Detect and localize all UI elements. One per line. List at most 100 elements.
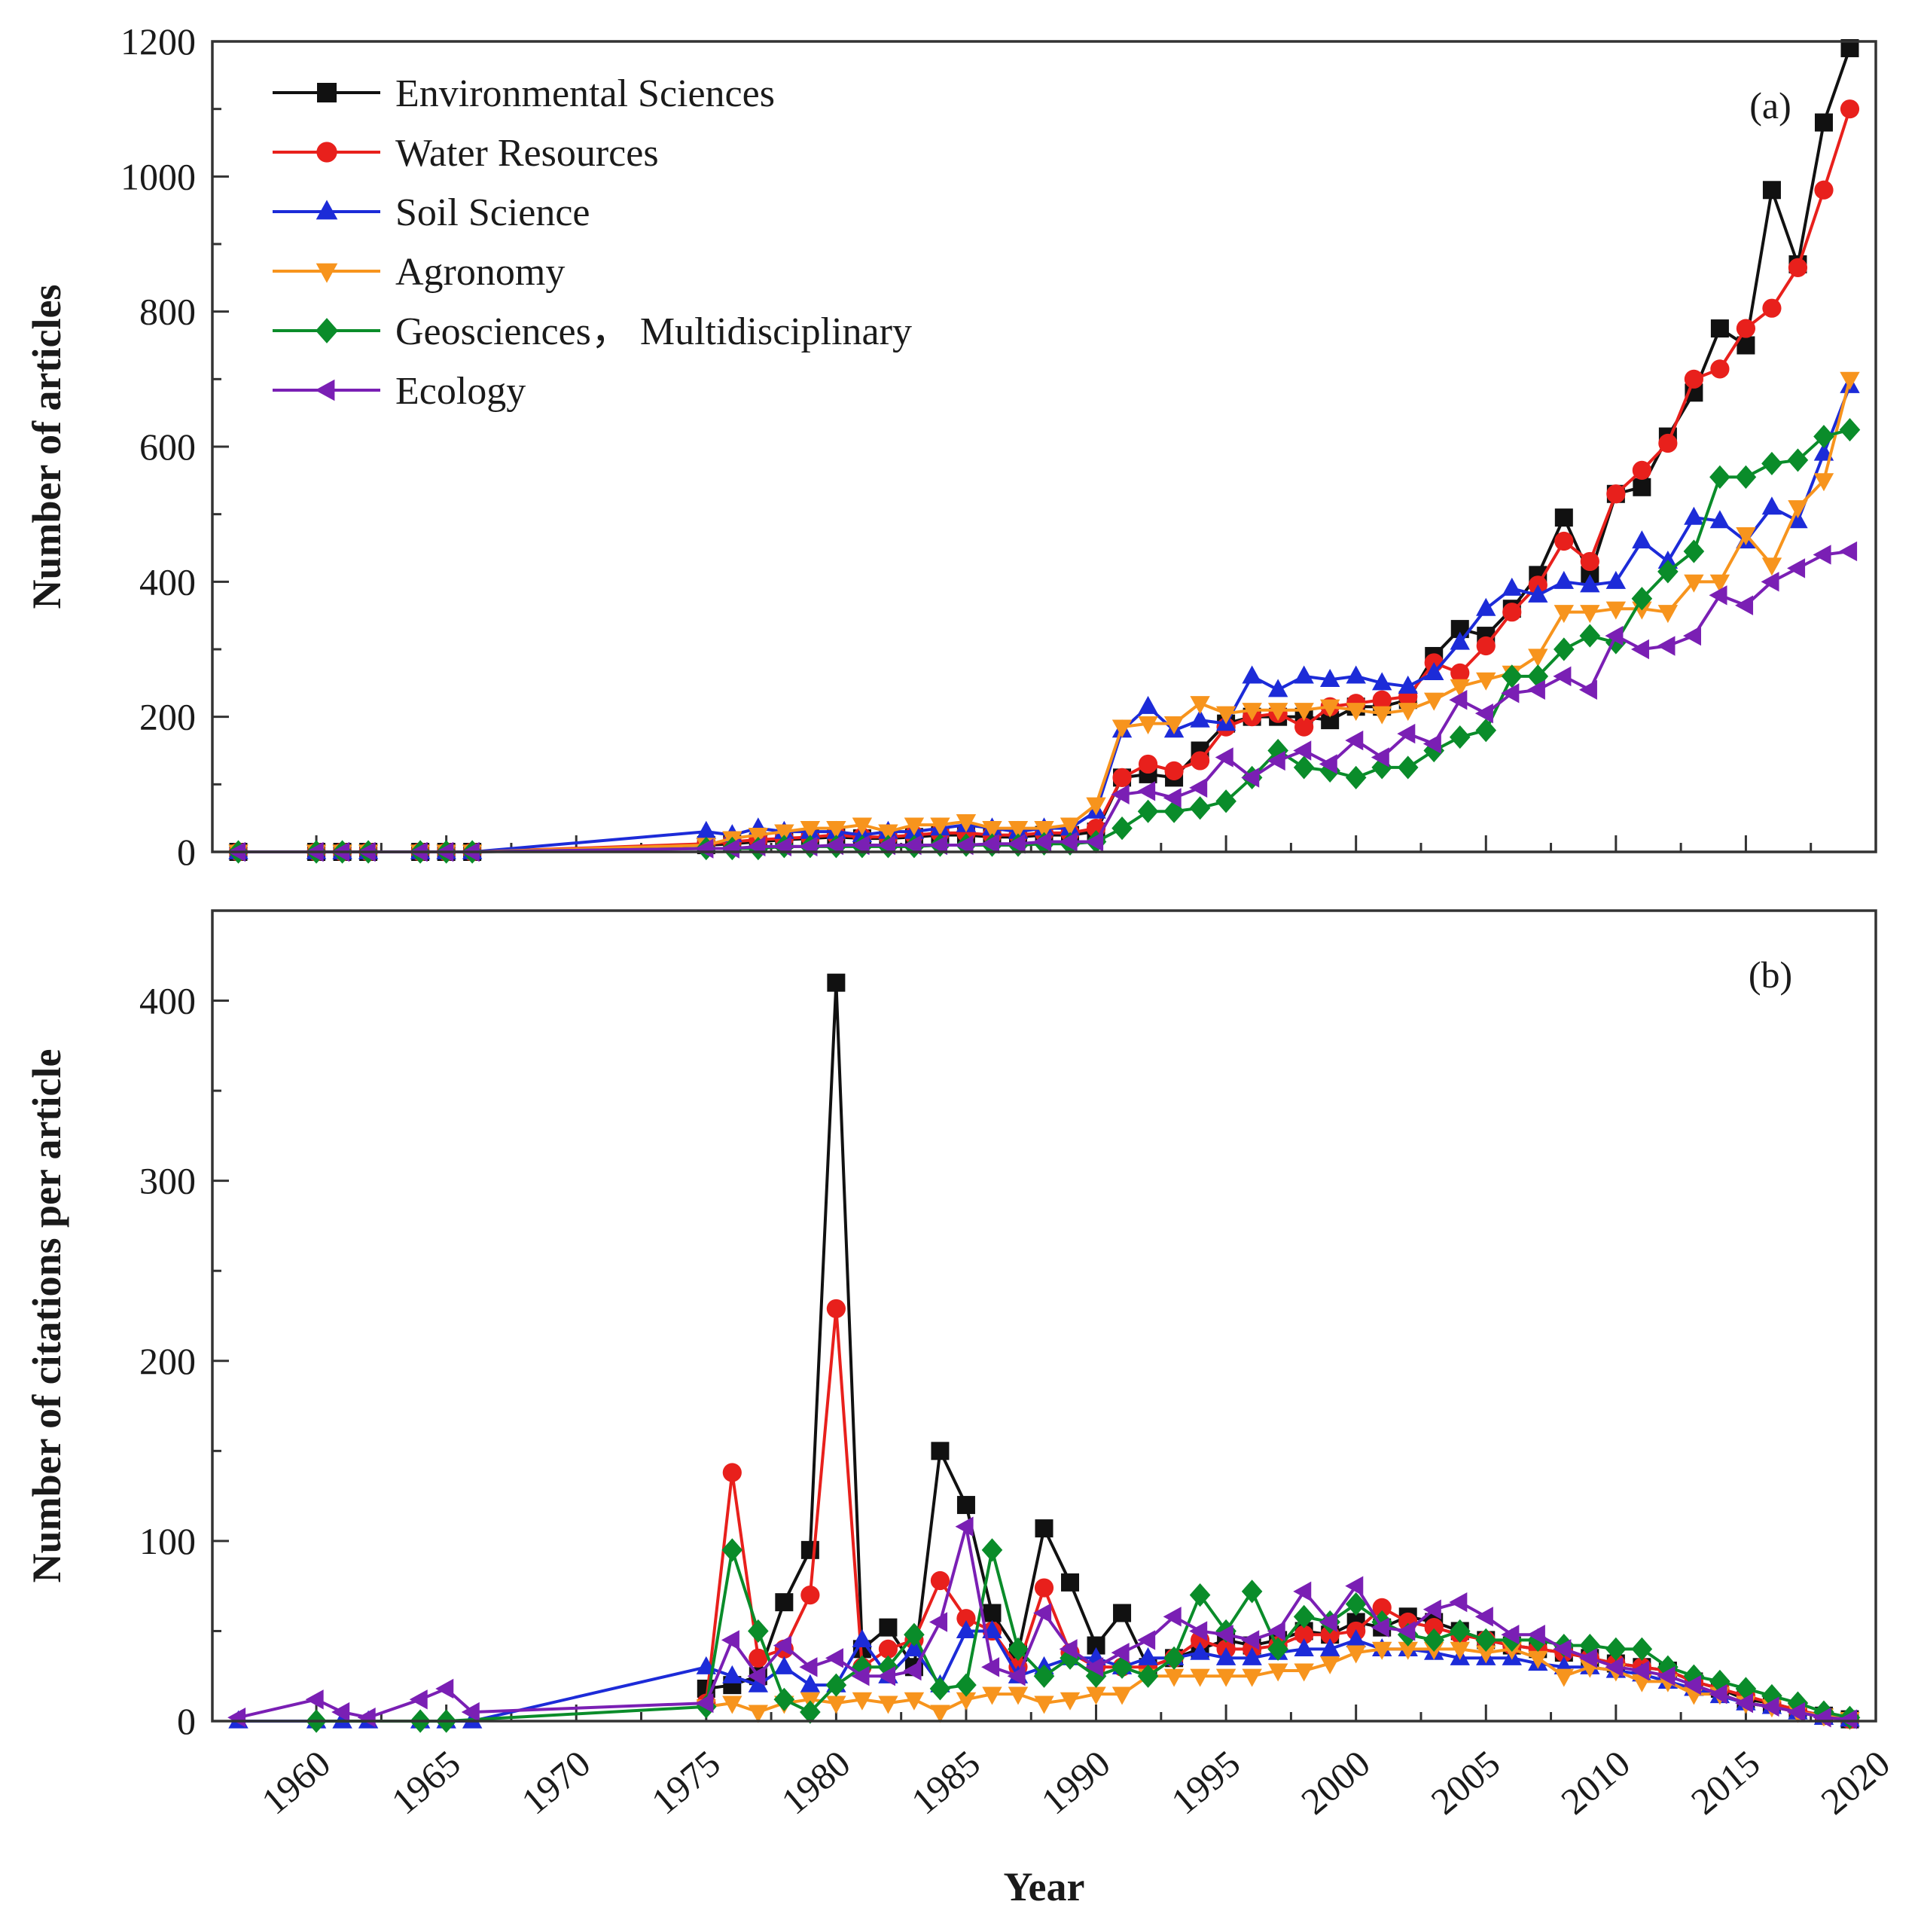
data-point — [1346, 1645, 1366, 1664]
data-point — [1189, 796, 1211, 820]
data-point — [1761, 496, 1782, 515]
data-point — [1710, 319, 1729, 338]
data-point — [1267, 1621, 1285, 1641]
data-point — [1319, 1656, 1340, 1674]
y-tick-label: 300 — [139, 1160, 196, 1202]
data-point — [1736, 526, 1756, 545]
data-point — [1008, 1637, 1029, 1661]
data-point — [1526, 679, 1545, 700]
data-point — [1398, 1641, 1418, 1660]
data-point — [877, 835, 896, 856]
data-point — [1007, 834, 1026, 854]
data-point — [1578, 1648, 1597, 1668]
data-point — [1111, 1642, 1130, 1663]
data-point — [1034, 821, 1054, 840]
data-point — [1190, 1641, 1210, 1660]
data-point — [1398, 675, 1418, 694]
data-point — [1190, 751, 1210, 771]
legend-label: Geosciences， Multidisciplinary — [395, 310, 912, 353]
data-point — [1735, 1692, 1754, 1714]
y-tick-label: 200 — [139, 1340, 196, 1382]
data-point — [1371, 747, 1389, 768]
data-point — [956, 1496, 975, 1515]
data-point — [1840, 371, 1860, 390]
data-point — [1554, 531, 1574, 551]
data-point — [1060, 1692, 1081, 1711]
data-point — [1554, 508, 1573, 527]
y-axis-title: Number of citations per article — [24, 1049, 69, 1583]
data-point — [1580, 551, 1599, 572]
data-point — [1111, 719, 1133, 738]
data-point — [1528, 649, 1548, 667]
data-point — [1761, 572, 1779, 592]
plot-frame — [211, 40, 1877, 853]
data-point — [1657, 551, 1679, 569]
data-point — [955, 835, 974, 856]
series-geosciences-multidisciplinary — [306, 1538, 1861, 1733]
data-point — [1267, 750, 1285, 771]
data-point — [1190, 709, 1210, 728]
data-point — [1033, 1664, 1055, 1688]
legend-label: Soil Science — [395, 191, 590, 234]
data-point — [748, 1705, 769, 1723]
data-point — [1580, 605, 1600, 624]
data-point — [1709, 465, 1730, 489]
data-point — [1840, 99, 1860, 119]
data-point — [1476, 597, 1496, 616]
data-point — [1345, 765, 1367, 789]
data-point — [1709, 510, 1730, 529]
data-point — [827, 973, 846, 992]
data-point — [1630, 639, 1649, 660]
data-point — [1346, 665, 1366, 684]
data-point — [1449, 725, 1471, 749]
data-point — [1215, 747, 1233, 768]
data-point — [1242, 1647, 1262, 1665]
legend-label: Agronomy — [395, 251, 565, 294]
data-point — [331, 1702, 350, 1723]
legend-marker — [316, 318, 338, 343]
data-point — [1424, 692, 1444, 711]
data-point — [1683, 539, 1705, 563]
data-point — [1474, 703, 1493, 724]
data-point — [1008, 821, 1029, 840]
data-point — [903, 835, 922, 856]
y-tick-label: 200 — [139, 696, 196, 738]
data-point — [1501, 664, 1523, 688]
data-point — [1061, 1573, 1080, 1592]
data-point — [1736, 319, 1756, 338]
data-point — [1085, 1657, 1104, 1677]
data-point — [1709, 1683, 1727, 1705]
data-point — [981, 834, 1000, 854]
data-point — [1085, 832, 1104, 852]
data-point — [800, 1540, 819, 1559]
data-point — [774, 824, 794, 843]
legend: Environmental Sciences Water Resources Soi… — [273, 72, 912, 413]
data-point — [409, 1689, 428, 1710]
data-point — [956, 1609, 976, 1628]
data-point — [1605, 601, 1627, 620]
data-point — [1112, 768, 1132, 787]
legend-label: Environmental Sciences — [395, 72, 775, 115]
data-point — [1372, 1641, 1392, 1660]
data-point — [1502, 603, 1522, 622]
data-point — [1449, 690, 1468, 710]
data-point — [800, 1700, 821, 1724]
data-point — [1657, 560, 1679, 584]
data-point — [1137, 799, 1159, 823]
data-point — [1164, 761, 1184, 780]
y-tick-label: 400 — [139, 560, 196, 603]
data-point — [1450, 1641, 1470, 1660]
data-point — [1475, 1628, 1497, 1652]
data-point — [1633, 478, 1651, 496]
data-point — [1163, 716, 1185, 735]
data-point — [748, 1674, 769, 1692]
data-point — [1554, 637, 1575, 661]
data-point — [1319, 1612, 1337, 1632]
data-point — [1735, 465, 1757, 489]
panel-a-articles: 0 200 400 600 800 1000 1200 (a) Number of articl… — [24, 20, 1877, 873]
data-point — [1606, 484, 1626, 504]
data-point — [1397, 755, 1419, 780]
data-point — [1242, 1668, 1262, 1687]
data-point — [1657, 605, 1679, 624]
data-point — [1630, 1660, 1649, 1681]
